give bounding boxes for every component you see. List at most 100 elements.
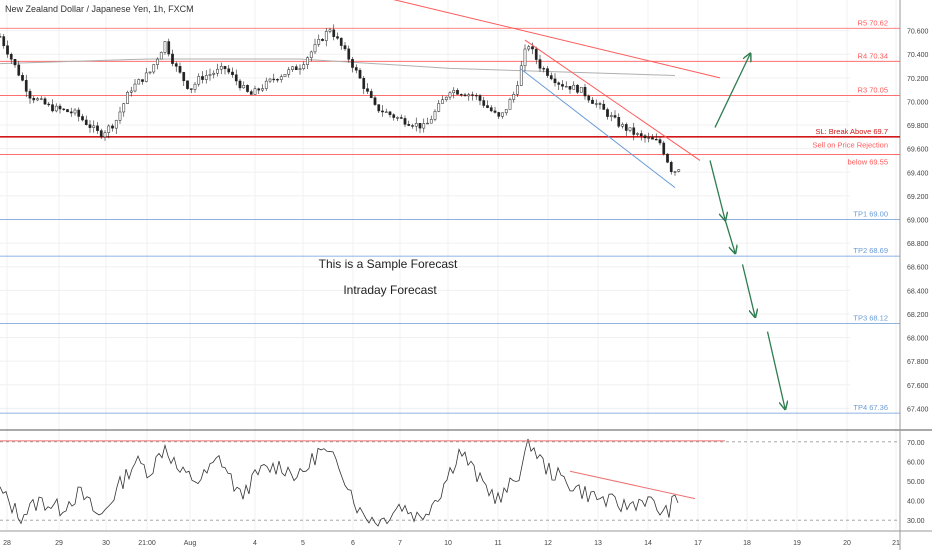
candle-body <box>13 59 17 66</box>
candle-body <box>381 110 384 113</box>
candle-body <box>437 103 441 112</box>
candle-body <box>32 97 36 101</box>
candle-body <box>403 118 407 125</box>
candle-body <box>77 109 81 117</box>
candle-body <box>152 64 156 73</box>
candle-body <box>249 91 253 95</box>
candle-body <box>62 108 66 111</box>
candle-body <box>126 92 129 104</box>
candle-body <box>66 109 69 113</box>
candle-body <box>362 77 366 89</box>
candle-body <box>493 110 497 113</box>
candle-body <box>534 48 538 60</box>
candle-body <box>651 137 654 140</box>
candle-body <box>246 85 249 92</box>
candle-body <box>497 112 501 117</box>
candle-body <box>478 95 482 101</box>
candle-body <box>219 66 223 70</box>
candle-body <box>639 133 643 137</box>
candle-body <box>414 123 418 127</box>
time-tick-label: 19 <box>793 540 801 547</box>
candle-body <box>418 123 422 129</box>
candle-body <box>223 66 227 70</box>
candle-body <box>264 80 268 89</box>
trendline-channel-top <box>524 39 701 161</box>
rsi-tick-label: 40.00 <box>907 499 925 506</box>
candle-body <box>163 41 167 53</box>
candle-body <box>538 59 542 69</box>
candle-body <box>317 39 321 45</box>
candle-body <box>197 76 201 85</box>
candle-body <box>234 74 238 82</box>
candle-body <box>504 109 508 114</box>
forecast-subtitle: Intraday Forecast <box>343 283 437 297</box>
price-tick-label: 69.400 <box>907 170 929 177</box>
candle-body <box>621 124 624 127</box>
candle-body <box>351 59 354 68</box>
level-label: Sell on Price Rejection <box>813 141 888 150</box>
candle-body <box>6 45 9 55</box>
candle-body <box>231 71 234 76</box>
candle-body <box>253 88 257 95</box>
trendline-upper-resistance <box>393 0 721 79</box>
candle-body <box>208 74 212 76</box>
candle-body <box>309 51 313 58</box>
candle-body <box>159 52 163 60</box>
candle-body <box>669 162 673 172</box>
candle-body <box>212 72 216 75</box>
candle-body <box>276 79 279 81</box>
candle-body <box>624 124 628 131</box>
candle-body <box>257 88 261 91</box>
candle-body <box>354 67 358 71</box>
candle-body <box>564 86 568 88</box>
candle-body <box>148 71 152 74</box>
rsi-line <box>0 438 679 527</box>
price-tick-label: 68.000 <box>907 336 929 343</box>
symbol-title: New Zealand Dollar / Japanese Yen, 1h, F… <box>5 4 194 14</box>
time-tick-label: 28 <box>3 540 11 547</box>
time-tick-label: 29 <box>55 540 63 547</box>
candle-body <box>178 66 182 73</box>
candle-body <box>366 88 369 92</box>
candle-body <box>579 86 583 93</box>
rsi-tick-label: 70.00 <box>907 440 925 447</box>
candle-body <box>516 85 519 95</box>
candle-body <box>298 68 302 71</box>
candle-body <box>189 88 193 90</box>
candle-body <box>358 69 362 79</box>
candle-body <box>0 36 2 38</box>
candle-body <box>433 111 437 120</box>
candle-body <box>643 135 647 139</box>
candle-body <box>332 29 336 37</box>
candle-body <box>384 111 388 113</box>
candle-body <box>617 117 621 127</box>
time-tick-label: 21:00 <box>138 540 156 547</box>
candle-body <box>272 78 276 81</box>
candle-body <box>658 139 662 144</box>
time-tick-label: 17 <box>694 540 702 547</box>
candle-body <box>591 99 594 104</box>
price-tick-label: 69.200 <box>907 194 929 201</box>
candle-body <box>553 78 557 84</box>
candle-body <box>2 36 6 46</box>
candle-body <box>287 69 291 75</box>
candle-body <box>568 86 572 90</box>
candle-body <box>144 72 148 82</box>
candle-body <box>523 48 527 67</box>
candle-body <box>444 96 448 100</box>
price-tick-label: 69.000 <box>907 218 929 225</box>
candle-body <box>174 63 178 67</box>
forecast-arrow-bear-leg-4 <box>766 331 786 409</box>
candle-body <box>594 103 598 105</box>
candle-body <box>204 75 208 80</box>
candle-body <box>118 111 122 121</box>
price-tick-label: 70.000 <box>907 99 929 106</box>
time-tick-label: 21 <box>892 540 900 547</box>
candle-body <box>474 94 478 97</box>
candle-body <box>467 94 471 97</box>
candle-body <box>283 74 287 77</box>
candle-body <box>99 130 103 138</box>
candle-body <box>632 127 636 135</box>
candle-body <box>613 115 617 118</box>
